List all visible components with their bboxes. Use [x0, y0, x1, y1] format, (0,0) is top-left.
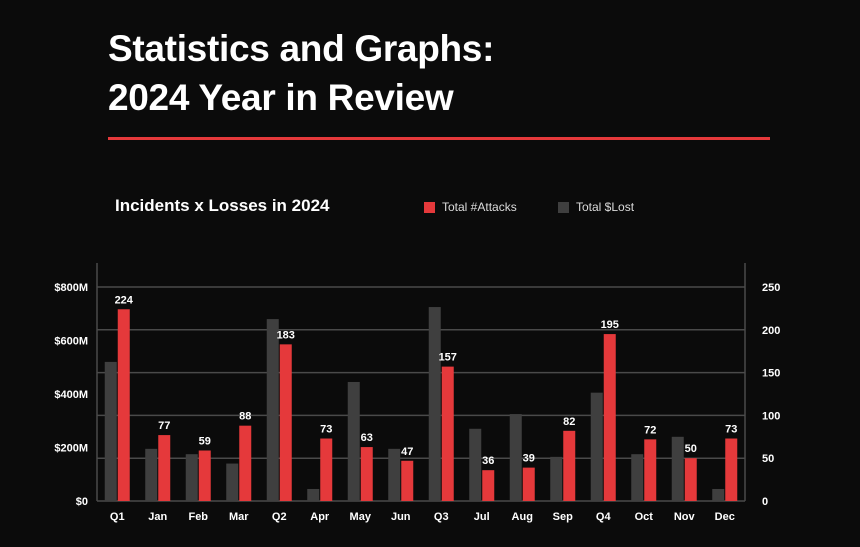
legend-swatch-attacks: [424, 201, 435, 213]
title-divider: [108, 137, 770, 140]
bar-total-lost: [266, 319, 279, 501]
page-title-line-2: 2024 Year in Review: [108, 77, 454, 118]
bar-total-lost: [712, 488, 725, 501]
x-axis-tick-label: Apr: [310, 511, 330, 523]
data-label-attacks: 72: [644, 424, 656, 436]
data-label-attacks: 73: [320, 424, 332, 436]
bar-total-lost: [509, 414, 522, 501]
x-axis-tick-label: Nov: [674, 511, 696, 523]
x-axis-tick-label: Mar: [229, 511, 249, 523]
bar-total-lost: [145, 448, 158, 501]
bar-total-attacks: [401, 460, 414, 501]
data-label-attacks: 195: [601, 319, 619, 331]
data-label-attacks: 183: [277, 329, 295, 341]
left-axis-tick-label: $400M: [54, 389, 88, 401]
left-axis-tick-label: $200M: [54, 443, 88, 455]
right-axis-tick-label: 250: [762, 282, 780, 294]
x-axis-tick-label: Q4: [596, 511, 612, 523]
page-title-line-1: Statistics and Graphs:: [108, 28, 495, 69]
x-axis-tick-label: Q1: [110, 511, 125, 523]
bar-total-lost: [226, 463, 239, 501]
bar-total-lost: [671, 436, 684, 501]
bar-total-attacks: [482, 470, 495, 501]
data-label-attacks: 59: [199, 435, 211, 447]
data-label-attacks: 36: [482, 455, 494, 467]
x-axis-tick-label: Sep: [553, 511, 573, 523]
left-axis-tick-label: $800M: [54, 282, 88, 294]
data-label-attacks: 50: [685, 443, 697, 455]
x-axis-tick-label: Q3: [434, 511, 449, 523]
right-axis-tick-label: 0: [762, 496, 768, 508]
bar-total-attacks: [239, 425, 252, 501]
data-label-attacks: 88: [239, 411, 251, 423]
bar-total-lost: [185, 454, 198, 501]
bar-total-lost: [550, 456, 563, 501]
bar-total-attacks: [563, 430, 576, 501]
x-axis-tick-label: Oct: [635, 511, 654, 523]
bar-total-attacks: [603, 334, 616, 501]
bar-total-lost: [307, 488, 320, 501]
legend-swatch-lost: [558, 201, 569, 213]
right-axis-tick-label: 150: [762, 368, 780, 380]
data-label-attacks: 224: [115, 294, 134, 306]
bar-total-attacks: [684, 458, 697, 501]
data-label-attacks: 73: [725, 424, 737, 436]
data-label-attacks: 47: [401, 446, 413, 458]
page-title: Statistics and Graphs: 2024 Year in Revi…: [108, 24, 494, 122]
bar-total-lost: [388, 448, 401, 501]
bar-total-attacks: [117, 309, 130, 501]
bar-total-attacks: [279, 344, 292, 501]
x-axis-tick-label: May: [350, 511, 372, 523]
right-axis-tick-label: 200: [762, 325, 780, 337]
bar-total-attacks: [360, 447, 373, 501]
legend-item-attacks: Total #Attacks: [424, 200, 517, 214]
bar-total-lost: [631, 454, 644, 501]
x-axis-tick-label: Jul: [474, 511, 490, 523]
bar-total-attacks: [522, 467, 535, 501]
bar-total-attacks: [441, 366, 454, 501]
x-axis-tick-label: Dec: [715, 511, 735, 523]
chart-title: Incidents x Losses in 2024: [115, 196, 330, 215]
bar-total-attacks: [320, 438, 333, 501]
legend-label-lost: Total $Lost: [576, 200, 635, 214]
x-axis-tick-label: Aug: [512, 511, 533, 523]
x-axis-tick-label: Jan: [148, 511, 167, 523]
legend-label-attacks: Total #Attacks: [442, 200, 517, 214]
right-axis-tick-label: 100: [762, 410, 780, 422]
bar-total-attacks: [725, 438, 738, 501]
legend-item-lost: Total $Lost: [558, 200, 634, 214]
bar-total-attacks: [198, 450, 211, 501]
bar-total-lost: [469, 428, 482, 501]
left-axis-tick-label: $600M: [54, 336, 88, 348]
bar-total-attacks: [644, 439, 657, 501]
data-label-attacks: 77: [158, 420, 170, 432]
bar-total-attacks: [158, 435, 171, 501]
bar-total-lost: [590, 392, 603, 501]
x-axis-tick-label: Jun: [391, 511, 411, 523]
bar-total-lost: [428, 307, 441, 501]
x-axis-tick-label: Feb: [188, 511, 208, 523]
data-label-attacks: 39: [523, 453, 535, 465]
bar-total-lost: [104, 361, 117, 501]
bar-total-lost: [347, 381, 360, 501]
data-label-attacks: 63: [361, 432, 373, 444]
x-axis-tick-label: Q2: [272, 511, 287, 523]
data-label-attacks: 82: [563, 416, 575, 428]
right-axis-tick-label: 50: [762, 453, 774, 465]
data-label-attacks: 157: [439, 352, 457, 364]
left-axis-tick-label: $0: [76, 496, 88, 508]
